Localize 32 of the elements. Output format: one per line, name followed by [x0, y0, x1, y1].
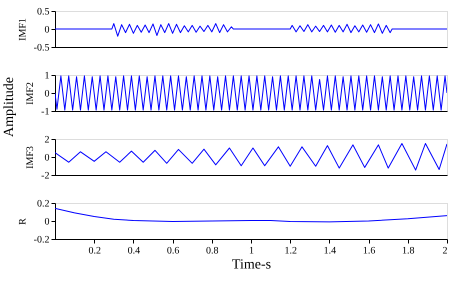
y-tick-label: 0.5	[37, 6, 50, 18]
line-series	[55, 75, 447, 111]
y-tick-label: 2	[44, 134, 50, 146]
x-tick-label: 1	[249, 246, 254, 256]
x-tick-label: 2	[442, 246, 448, 256]
x-tick-label: 1.8	[402, 246, 415, 256]
x-tick-label: 0.4	[128, 246, 140, 256]
y-tick-label: 0	[44, 88, 50, 100]
text: Amplitude	[2, 77, 17, 137]
x-tick-label: 1.2	[284, 246, 297, 256]
y-axis-title: IMF1	[18, 18, 29, 41]
y-tick-label: 0	[44, 24, 50, 36]
x-tick-label: 0.2	[88, 246, 101, 256]
x-axis-title: Time-s	[232, 258, 272, 272]
y-tick-label: -0.2	[34, 234, 50, 246]
y-tick-label: -1	[41, 106, 50, 118]
line-series	[55, 143, 447, 171]
y-tick-label: -2	[41, 170, 50, 182]
line-series	[55, 23, 447, 37]
y-tick-label: 1	[44, 70, 50, 82]
y-tick-label: 0	[44, 152, 50, 164]
x-tick-label: 1.4	[324, 246, 336, 256]
x-tick-label: 0.6	[166, 246, 180, 256]
y-tick-label: 0.2	[37, 198, 50, 210]
y-axis-title: IMF2	[25, 82, 36, 105]
y-axis-title: R	[18, 218, 29, 225]
y-axis-title: IMF3	[25, 146, 36, 169]
y-tick-label: -0.5	[34, 42, 50, 54]
x-tick-label: 0.8	[206, 246, 219, 256]
x-tick-label: 1.6	[362, 246, 376, 256]
y-tick-label: 0	[44, 216, 50, 228]
line-series	[55, 208, 447, 222]
